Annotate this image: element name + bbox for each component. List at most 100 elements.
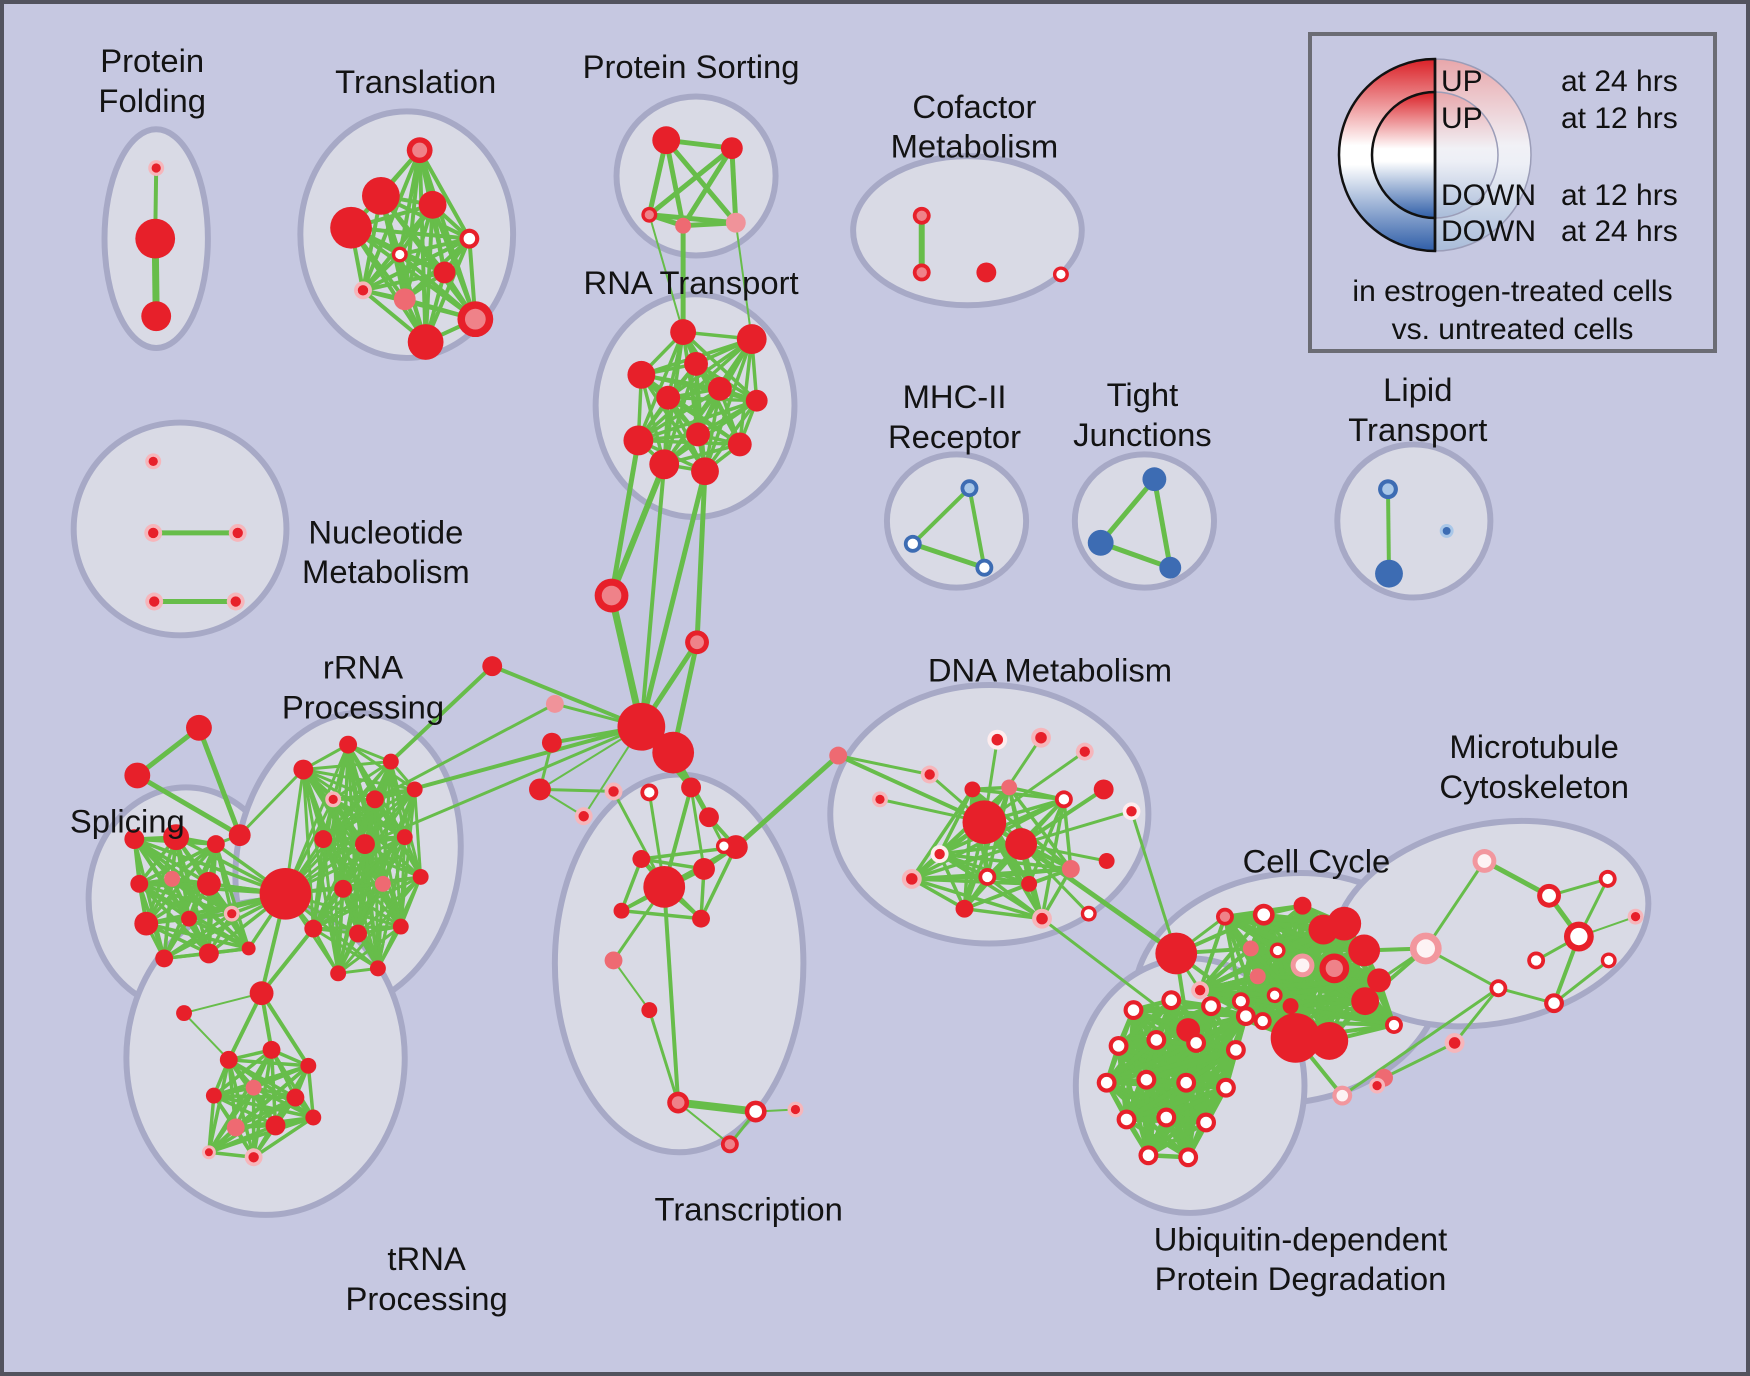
node-c4 — [1348, 934, 1381, 967]
node-h5 — [529, 778, 551, 801]
cluster-label-transcription: Transcription — [655, 1190, 843, 1227]
network-edge — [662, 886, 681, 1103]
node-tn1 — [176, 1005, 192, 1022]
network-edge — [1198, 916, 1227, 991]
network-edge — [259, 992, 310, 1067]
node-mt10 — [1604, 955, 1614, 966]
node-rr2 — [339, 735, 358, 754]
network-edge — [1125, 1085, 1227, 1122]
node-tn6 — [245, 1079, 262, 1096]
node-x5 — [643, 865, 686, 908]
legend-time-up-24: at 24 hrs — [1561, 65, 1678, 98]
network-edge — [1020, 787, 1105, 846]
node-sp1 — [124, 829, 145, 850]
cluster-label-trna-processing: tRNA — [387, 1240, 465, 1277]
node-mt6 — [1530, 955, 1542, 966]
node-cf1 — [916, 210, 927, 221]
node-rt5 — [656, 385, 681, 410]
network-edge — [608, 463, 668, 597]
cluster-label-microtubule-cytoskeleton: Microtubule — [1449, 728, 1619, 765]
node-d11 — [1093, 779, 1114, 800]
node-d4 — [924, 769, 935, 780]
node-tn11 — [248, 1152, 259, 1163]
network-edge — [1105, 1040, 1198, 1085]
node-d16 — [1021, 875, 1038, 892]
network-edge — [1386, 489, 1391, 574]
network-edge — [301, 769, 315, 929]
network-edge — [138, 842, 217, 886]
network-edge — [729, 148, 739, 223]
network-edge — [1290, 978, 1380, 1009]
network-edge — [677, 1101, 731, 1146]
node-c16 — [1367, 968, 1391, 993]
node-d7 — [1001, 779, 1018, 796]
network-edge — [1117, 1004, 1212, 1048]
network-edge — [1062, 799, 1073, 870]
node-u7 — [1190, 1037, 1202, 1049]
node-t2 — [362, 176, 400, 215]
network-edge — [703, 399, 759, 473]
node-x11 — [641, 1002, 658, 1019]
node-l2 — [1375, 559, 1403, 588]
network-edge — [734, 753, 840, 849]
node-c19 — [1372, 1081, 1382, 1091]
network-edge — [252, 1116, 315, 1159]
cluster-label-ubiquitin-degradation: Ubiquitin-dependent — [1154, 1220, 1448, 1257]
node-t8 — [357, 285, 369, 296]
node-u6 — [1150, 1034, 1163, 1046]
node-d15 — [982, 871, 993, 883]
network-edge — [1424, 860, 1486, 950]
node-sp5 — [164, 870, 181, 887]
node-rt7 — [745, 389, 768, 412]
node-d2 — [1035, 731, 1047, 744]
node-t9 — [393, 288, 416, 311]
network-edge — [1223, 915, 1265, 1022]
node-u9 — [1100, 1076, 1113, 1089]
node-h8 — [545, 694, 564, 713]
node-rr4 — [328, 794, 338, 804]
node-u14 — [1160, 1111, 1173, 1124]
cluster-label-cofactor-metabolism: Metabolism — [891, 128, 1059, 165]
node-rt9 — [686, 422, 710, 447]
legend-dir-down-12: DOWN — [1441, 179, 1536, 212]
legend-box: UP at 24 hrs UP at 12 hrs DOWN at 12 hrs… — [1308, 32, 1717, 353]
node-u11 — [1180, 1076, 1192, 1089]
node-d17 — [1061, 859, 1080, 878]
network-edge — [734, 222, 753, 340]
node-m3 — [979, 562, 990, 573]
node-m2 — [907, 538, 918, 550]
cluster-ellipse-lipid-transport — [1334, 441, 1494, 601]
node-rr5 — [365, 790, 384, 809]
network-edge — [837, 754, 930, 776]
network-edge — [1020, 809, 1132, 846]
node-pf3 — [141, 301, 172, 332]
node-x7 — [613, 902, 630, 919]
node-h2 — [617, 702, 666, 751]
node-mt9 — [1630, 912, 1641, 922]
network-edge — [423, 237, 472, 343]
network-edge — [135, 725, 201, 778]
network-edge — [306, 1065, 316, 1118]
node-t10 — [464, 308, 486, 330]
network-edge — [226, 992, 264, 1061]
cluster-label-tight-junctions: Junctions — [1073, 416, 1212, 453]
legend-time-up-12: at 12 hrs — [1561, 102, 1678, 135]
node-tn8 — [226, 1118, 245, 1137]
node-u2 — [1165, 994, 1178, 1006]
node-mt2 — [1542, 888, 1556, 903]
network-edge — [332, 760, 392, 801]
legend-dir-down-24: DOWN — [1441, 215, 1536, 248]
node-d20 — [1036, 912, 1048, 925]
cluster-label-splicing: Splicing — [70, 803, 185, 840]
node-c10 — [1270, 990, 1280, 1000]
node-c14b — [1310, 1022, 1349, 1060]
network-edge — [612, 959, 651, 1011]
network-edge — [1224, 914, 1380, 983]
node-d9 — [1005, 828, 1038, 860]
node-c9 — [1249, 968, 1266, 985]
node-d22 — [829, 746, 848, 765]
network-edge — [911, 877, 1043, 921]
network-edge — [640, 373, 758, 403]
node-tn9 — [265, 1115, 286, 1136]
node-n4 — [149, 596, 160, 607]
